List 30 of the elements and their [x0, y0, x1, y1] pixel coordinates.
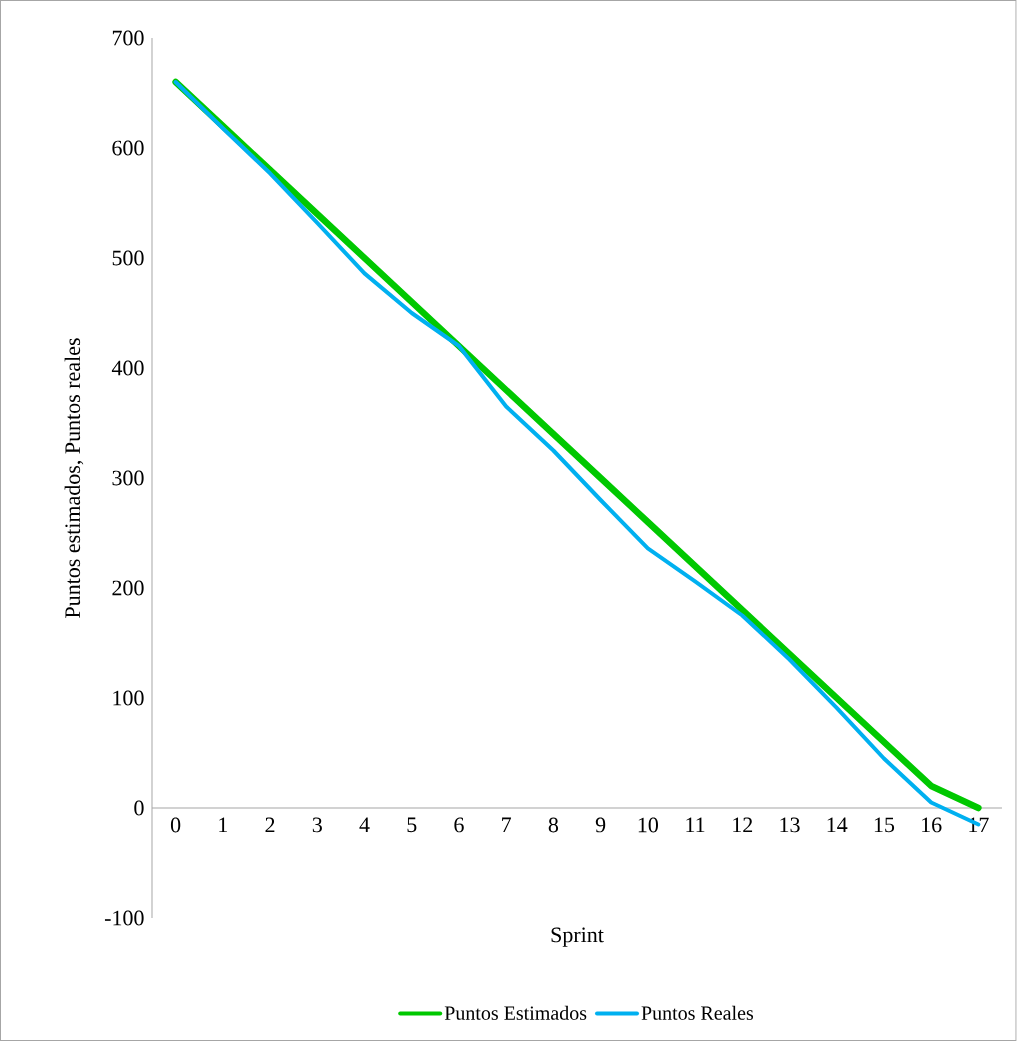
y-tick-label: 600 [112, 140, 144, 156]
x-tick-label: 14 [827, 817, 848, 833]
y-tick-label: 700 [112, 30, 144, 46]
x-tick-label: 13 [780, 817, 800, 833]
x-tick-label: 0 [170, 817, 181, 833]
x-tick-label: 15 [874, 817, 895, 833]
x-tick-label: 4 [359, 817, 370, 833]
x-tick-label: 1 [219, 817, 228, 833]
legend-label: Puntos Estimados [444, 1005, 587, 1020]
x-tick-label: 9 [595, 817, 606, 833]
y-tick-label: -100 [104, 910, 144, 926]
x-tick-label: 12 [733, 817, 753, 833]
x-tick-label: 8 [548, 817, 559, 833]
x-tick-label: 5 [407, 817, 417, 833]
x-tick-label: 16 [922, 817, 942, 833]
y-tick-label: 400 [111, 360, 144, 376]
x-tick-label: 11 [686, 817, 705, 833]
x-tick-label: 2 [265, 817, 275, 833]
y-tick-label: 200 [112, 580, 144, 596]
x-tick-label: 6 [454, 817, 464, 833]
legend-label: Puntos Reales [641, 1005, 754, 1020]
x-tick-label: 3 [312, 817, 322, 833]
y-tick-label: 500 [112, 250, 144, 266]
y-tick-label: 100 [113, 690, 144, 706]
y-axis-title: Puntos estimados, Puntos reales [64, 338, 84, 618]
y-tick-label: 300 [112, 470, 144, 486]
x-tick-label: 10 [638, 817, 658, 833]
x-axis-title: Sprint [551, 927, 604, 947]
y-tick-label: 0 [134, 800, 144, 816]
x-tick-label: 7 [502, 817, 512, 832]
